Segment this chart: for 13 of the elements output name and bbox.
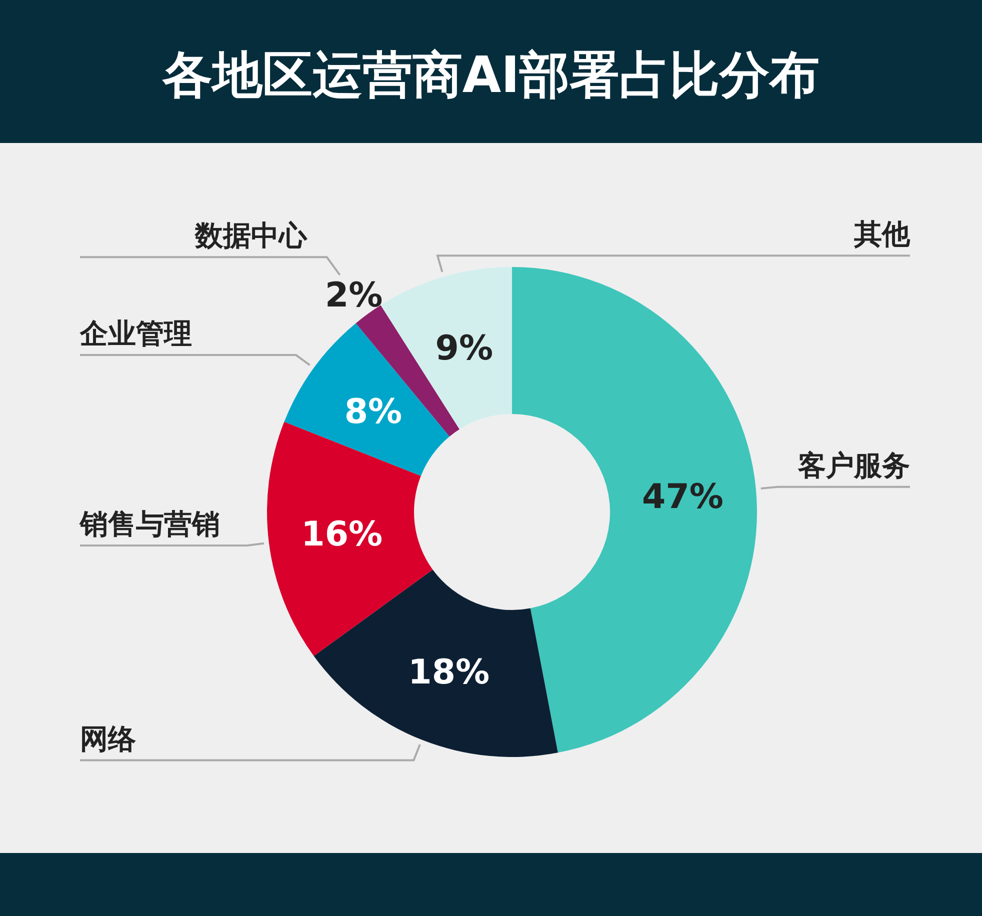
- slice-label: 数据中心: [194, 219, 308, 252]
- slice-label: 客户服务: [797, 448, 910, 482]
- slice-label: 网络: [80, 722, 137, 756]
- data-label: 16%: [301, 514, 383, 554]
- data-label: 18%: [408, 652, 490, 692]
- slice-label: 其他: [853, 218, 911, 251]
- data-label: 2%: [325, 275, 383, 316]
- data-label: 9%: [435, 328, 494, 368]
- slice-label: 企业管理: [79, 317, 192, 350]
- slice-label: 销售与营销: [79, 507, 220, 540]
- data-label: 8%: [344, 392, 402, 432]
- chart-title: 各地区运营商AI部署占比分布: [161, 46, 820, 104]
- data-label: 47%: [642, 476, 724, 517]
